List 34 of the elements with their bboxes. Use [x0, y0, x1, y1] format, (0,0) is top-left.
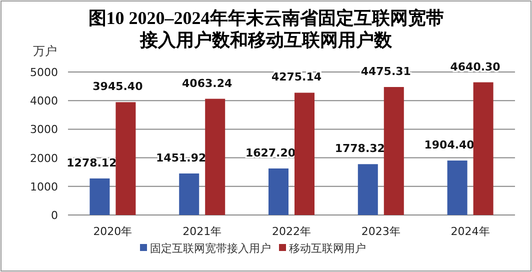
bar [205, 98, 226, 215]
data-label: 4275.14 [271, 70, 322, 84]
y-axis-title: 万户 [33, 44, 57, 58]
data-label: 1778.32 [334, 142, 385, 156]
data-label: 3945.40 [92, 80, 144, 94]
data-label: 1278.12 [66, 156, 117, 170]
chart-title: 图10 2020–2024年年末云南省固定互联网宽带接入用户数和移动互联网用户数 [88, 8, 444, 50]
bar [384, 87, 404, 215]
y-tick-label: 2000 [30, 152, 58, 165]
y-tick-label: 4000 [30, 94, 58, 108]
x-tick-label: 2021年 [182, 225, 222, 238]
data-label: 4475.31 [360, 65, 411, 78]
legend-label: 移动互联网用户 [289, 242, 366, 255]
bar [473, 82, 494, 215]
bar [268, 168, 288, 215]
data-label: 1627.20 [245, 146, 296, 160]
data-label: 4063.24 [182, 76, 232, 90]
y-tick-label: 3000 [30, 123, 58, 136]
bar [447, 160, 468, 215]
y-tick-label: 1000 [30, 180, 58, 194]
bar [294, 92, 314, 215]
x-tick-label: 2022年 [272, 225, 311, 238]
data-label: 1904.40 [424, 138, 475, 152]
x-tick-label: 2024年 [450, 225, 490, 238]
x-tick-label: 2020年 [93, 225, 132, 238]
data-label: 4640.30 [450, 60, 501, 74]
bar [90, 178, 110, 215]
bar [179, 173, 200, 215]
y-tick-label: 0 [51, 209, 58, 222]
x-tick-label: 2023年 [361, 225, 400, 238]
y-tick-label: 5000 [30, 66, 58, 79]
bar [116, 102, 136, 215]
legend-label: 固定互联网宽带接入用户 [150, 242, 271, 255]
bar [358, 164, 378, 215]
